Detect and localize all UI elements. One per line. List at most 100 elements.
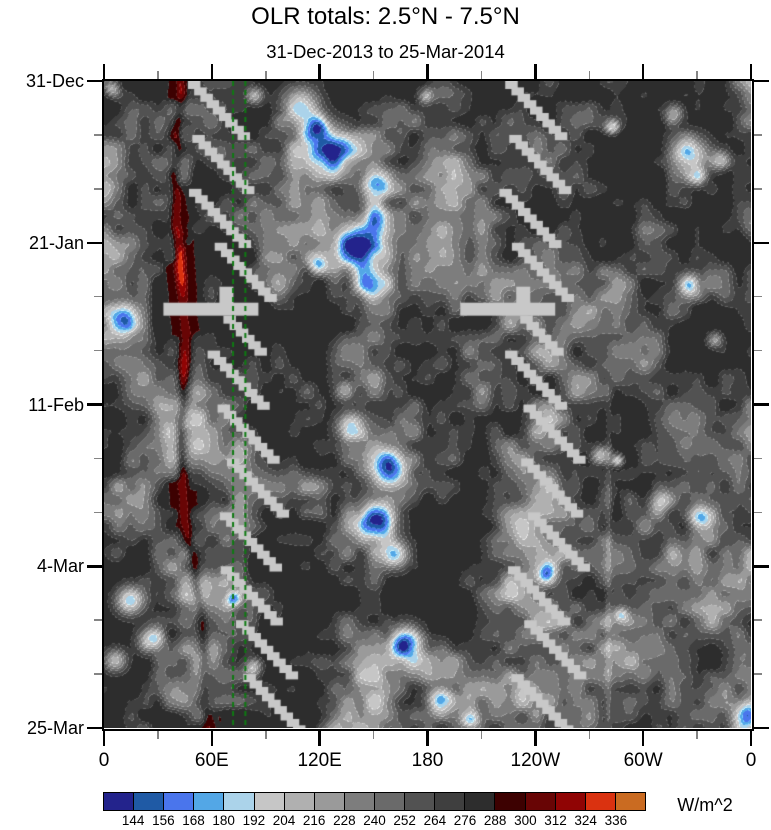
colorbar-cell	[554, 793, 585, 810]
axis-tick-major	[753, 79, 769, 83]
axis-tick-major	[426, 64, 429, 79]
y-axis-label: 4-Mar	[36, 556, 84, 577]
axis-tick-minor	[93, 673, 102, 675]
axis-tick-major	[641, 64, 645, 79]
chart-subtitle: 31-Dec-2013 to 25-Mar-2014	[266, 41, 505, 62]
axis-tick-major	[753, 565, 769, 568]
hovmoller-heatmap-canvas	[104, 81, 751, 728]
colorbar-cell	[464, 793, 495, 810]
axis-tick-major	[102, 730, 106, 746]
colorbar-cell	[313, 793, 344, 810]
axis-tick-minor	[372, 71, 375, 79]
y-axis-label: 11-Feb	[28, 394, 84, 415]
colorbar-cell	[494, 793, 525, 810]
axis-tick-minor	[753, 673, 762, 675]
colorbar-boundary-label: 228	[333, 813, 356, 828]
x-axis-label: 60E	[194, 750, 229, 771]
axis-tick-minor	[93, 511, 102, 514]
axis-tick-minor	[372, 730, 375, 739]
axis-tick-minor	[588, 730, 590, 739]
axis-tick-minor	[93, 295, 102, 298]
colorbar-boundary-label: 312	[544, 813, 567, 828]
colorbar-boundary-label: 336	[604, 813, 628, 828]
axis-tick-minor	[93, 457, 102, 460]
colorbar-boundary-label: 240	[363, 813, 386, 828]
axis-tick-minor	[93, 134, 102, 136]
colorbar-boundary-label: 252	[393, 813, 416, 828]
y-axis-label: 31-Dec	[25, 71, 84, 91]
axis-tick-minor	[265, 730, 267, 739]
axis-tick-major	[102, 64, 106, 79]
colorbar-units-label: W/m^2	[677, 795, 733, 815]
axis-tick-major	[753, 726, 769, 730]
y-axis-label: 25-Mar	[26, 718, 84, 738]
axis-tick-major	[749, 730, 753, 746]
axis-tick-minor	[753, 619, 762, 621]
axis-tick-major	[318, 64, 321, 79]
axis-tick-major	[753, 403, 769, 406]
chart-title: OLR totals: 2.5°N - 7.5°N	[251, 3, 520, 30]
axis-tick-minor	[753, 295, 762, 298]
axis-tick-major	[318, 730, 321, 746]
colorbar-boundary-label: 288	[483, 813, 507, 828]
colorbar-boundary-label: 264	[423, 813, 447, 828]
axis-tick-major	[753, 241, 769, 244]
x-axis-label: 0	[98, 750, 110, 771]
axis-tick-minor	[588, 71, 590, 79]
axis-tick-minor	[480, 71, 483, 79]
x-axis-label: 120E	[297, 750, 342, 771]
colorbar-cell	[223, 793, 254, 810]
axis-tick-minor	[157, 71, 159, 79]
x-axis-label: 60W	[623, 750, 663, 771]
axis-tick-minor	[696, 730, 698, 739]
axis-tick-major	[86, 79, 102, 83]
y-axis-label: 21-Jan	[28, 232, 84, 253]
colorbar-boundary-label: 192	[242, 813, 266, 828]
colorbar-boundary-label: 324	[574, 813, 597, 828]
axis-tick-minor	[265, 71, 267, 79]
colorbar-boundary-label: 204	[272, 813, 296, 828]
colorbar-cell	[163, 793, 194, 810]
axis-tick-minor	[753, 134, 762, 136]
axis-tick-minor	[753, 511, 762, 514]
colorbar-boundary-label: 168	[182, 813, 205, 828]
axis-tick-major	[210, 730, 214, 746]
axis-tick-minor	[480, 730, 483, 739]
axis-tick-minor	[753, 349, 762, 352]
colorbar-cell	[373, 793, 405, 810]
axis-tick-minor	[93, 349, 102, 352]
axis-tick-major	[86, 241, 102, 244]
x-axis-label: 0	[745, 750, 757, 771]
colorbar-cell	[524, 793, 555, 810]
colorbar-cell	[404, 793, 435, 810]
colorbar-boundary-label: 180	[212, 813, 235, 828]
axis-tick-major	[86, 726, 102, 730]
axis-tick-major	[210, 64, 214, 79]
axis-tick-minor	[753, 188, 762, 190]
axis-tick-major	[86, 565, 102, 568]
colorbar-cell	[104, 793, 134, 810]
colorbar-boundary-label: 216	[302, 813, 326, 828]
colorbar-cell	[253, 793, 284, 810]
x-axis-label: 120W	[510, 750, 561, 771]
colorbar-boundary-label: 300	[514, 813, 537, 828]
colorbar-boundary-label: 276	[453, 813, 477, 828]
axis-tick-major	[426, 730, 429, 746]
axis-tick-minor	[93, 188, 102, 190]
colorbar-cell	[193, 793, 224, 810]
colorbar-cell	[434, 793, 465, 810]
colorbar-cell	[283, 793, 314, 810]
colorbar-boundary-label: 156	[152, 813, 175, 828]
axis-tick-minor	[157, 730, 159, 739]
colorbar-cell	[343, 793, 374, 810]
x-axis-label: 180	[411, 750, 444, 771]
axis-tick-minor	[696, 71, 698, 79]
colorbar-cell	[133, 793, 164, 810]
colorbar	[103, 792, 646, 811]
axis-tick-major	[749, 64, 753, 79]
axis-tick-major	[86, 403, 102, 406]
axis-tick-major	[641, 730, 645, 746]
colorbar-cell	[584, 793, 615, 810]
axis-tick-minor	[93, 619, 102, 621]
